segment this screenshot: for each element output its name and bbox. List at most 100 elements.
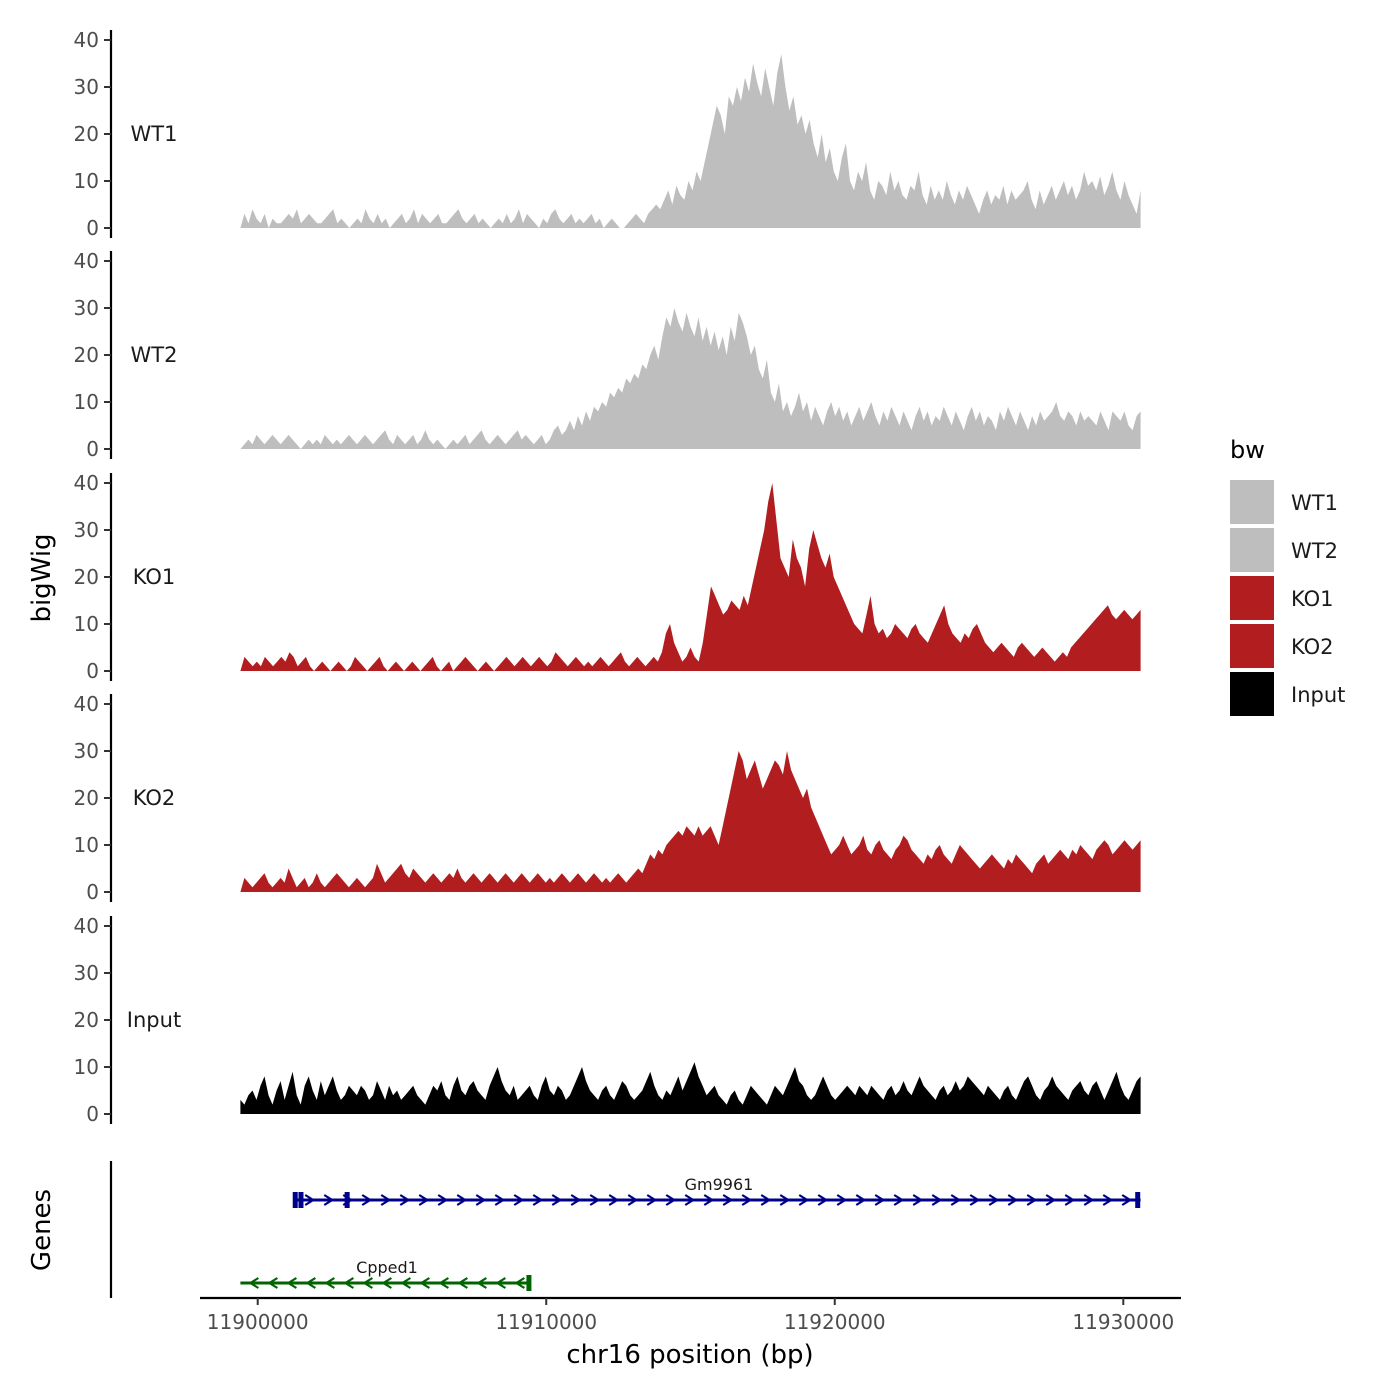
- genes-track: Gm9961 Cpped1: [109, 1161, 1141, 1298]
- legend-label: Input: [1291, 683, 1345, 707]
- legend-swatch: [1230, 480, 1274, 524]
- y-tick-label: 40: [74, 914, 99, 938]
- legend-item-input: Input: [1230, 672, 1345, 716]
- strand-arrow: [817, 1194, 829, 1206]
- legend-label: WT1: [1291, 491, 1338, 515]
- x-tick-label: 11910000: [495, 1310, 597, 1334]
- y-tick-label: 10: [74, 612, 99, 636]
- track-label: KO1: [133, 565, 176, 589]
- strand-arrow: [418, 1194, 430, 1206]
- y-tick-label: 20: [74, 122, 99, 146]
- legend-item-ko1: KO1: [1230, 576, 1334, 620]
- strand-arrow: [570, 1194, 582, 1206]
- exon-mark: [1135, 1192, 1141, 1208]
- strand-arrow: [741, 1194, 753, 1206]
- legend-item-wt1: WT1: [1230, 480, 1338, 524]
- strand-arrow: [305, 1277, 316, 1289]
- strand-arrow: [514, 1277, 525, 1289]
- strand-arrow: [1007, 1194, 1019, 1206]
- strand-arrow: [476, 1277, 487, 1289]
- y-tick-label: 10: [74, 833, 99, 857]
- strand-arrow: [855, 1194, 867, 1206]
- signal-area-input: [240, 1062, 1141, 1114]
- strand-arrow: [836, 1194, 848, 1206]
- track-input: 0 10 20 30 40 Input: [74, 914, 1141, 1126]
- legend-item-ko2: KO2: [1230, 624, 1334, 668]
- x-axis: 11900000 11910000 11920000 11930000: [200, 1296, 1181, 1334]
- tracks-layer: 0 10 20 30 40 WT1 0 10 20 30 40 WT2 0 10 20 30 40 KO1 0 10 2…: [74, 28, 1141, 1126]
- strand-arrow: [494, 1194, 506, 1206]
- strand-arrow: [627, 1194, 639, 1206]
- genes-axis-title: Genes: [27, 1189, 57, 1271]
- strand-arrow: [1102, 1194, 1114, 1206]
- y-tick-label: 30: [74, 75, 99, 99]
- strand-arrow: [419, 1277, 430, 1289]
- strand-arrow: [551, 1194, 563, 1206]
- strand-arrow: [665, 1194, 677, 1206]
- legend-label: KO1: [1291, 587, 1334, 611]
- x-tick-label: 11900000: [207, 1310, 309, 1334]
- strand-arrow: [304, 1194, 316, 1206]
- strand-arrow: [248, 1277, 259, 1289]
- strand-arrow: [400, 1277, 411, 1289]
- strand-arrow: [361, 1194, 373, 1206]
- y-tick-label: 40: [74, 692, 99, 716]
- y-tick-label: 30: [74, 296, 99, 320]
- y-tick-label: 0: [86, 437, 99, 461]
- strand-arrow: [438, 1277, 449, 1289]
- legend-swatch: [1230, 624, 1274, 668]
- legend-swatch: [1230, 528, 1274, 572]
- strand-arrow: [703, 1194, 715, 1206]
- strand-arrow: [1026, 1194, 1038, 1206]
- y-tick-label: 40: [74, 471, 99, 495]
- y-tick-label: 30: [74, 961, 99, 985]
- y-tick-label: 20: [74, 343, 99, 367]
- y-tick-label: 10: [74, 390, 99, 414]
- strand-arrow: [798, 1194, 810, 1206]
- strand-arrow: [912, 1194, 924, 1206]
- track-ko2: 0 10 20 30 40 KO2: [74, 692, 1141, 904]
- signal-area-wt1: [240, 54, 1141, 228]
- strand-arrow: [1121, 1194, 1133, 1206]
- y-tick-label: 40: [74, 249, 99, 273]
- strand-arrow: [513, 1194, 525, 1206]
- signal-area-ko2: [240, 751, 1141, 892]
- strand-arrow: [1064, 1194, 1076, 1206]
- legend-title: bw: [1230, 436, 1265, 464]
- strand-arrow: [343, 1277, 354, 1289]
- x-axis-title: chr16 position (bp): [566, 1340, 813, 1370]
- strand-arrow: [495, 1277, 506, 1289]
- track-wt1: 0 10 20 30 40 WT1: [74, 28, 1141, 240]
- strand-arrow: [323, 1194, 335, 1206]
- strand-arrow: [684, 1194, 696, 1206]
- y-tick-label: 20: [74, 786, 99, 810]
- y-tick-label: 10: [74, 1055, 99, 1079]
- track-wt2: 0 10 20 30 40 WT2: [74, 249, 1141, 461]
- y-tick-label: 30: [74, 739, 99, 763]
- strand-arrow: [931, 1194, 943, 1206]
- y-axis-title: bigWig: [27, 533, 57, 622]
- track-label: WT2: [131, 343, 178, 367]
- strand-arrow: [969, 1194, 981, 1206]
- x-tick-label: 11930000: [1072, 1310, 1174, 1334]
- strand-arrow: [475, 1194, 487, 1206]
- exon-mark: [344, 1192, 350, 1208]
- strand-arrow: [608, 1194, 620, 1206]
- strand-arrow: [457, 1277, 468, 1289]
- strand-arrow: [589, 1194, 601, 1206]
- strand-arrow: [399, 1194, 411, 1206]
- gene-name-label: Gm9961: [685, 1175, 754, 1194]
- strand-arrow: [267, 1277, 278, 1289]
- legend-swatch: [1230, 672, 1274, 716]
- strand-arrow: [646, 1194, 658, 1206]
- strand-arrow: [988, 1194, 1000, 1206]
- track-label: Input: [127, 1008, 181, 1032]
- y-tick-label: 30: [74, 518, 99, 542]
- strand-arrow: [324, 1277, 335, 1289]
- strand-arrow: [381, 1277, 392, 1289]
- y-tick-label: 0: [86, 659, 99, 683]
- strand-arrow: [950, 1194, 962, 1206]
- strand-arrow: [779, 1194, 791, 1206]
- track-ko1: 0 10 20 30 40 KO1: [74, 471, 1141, 683]
